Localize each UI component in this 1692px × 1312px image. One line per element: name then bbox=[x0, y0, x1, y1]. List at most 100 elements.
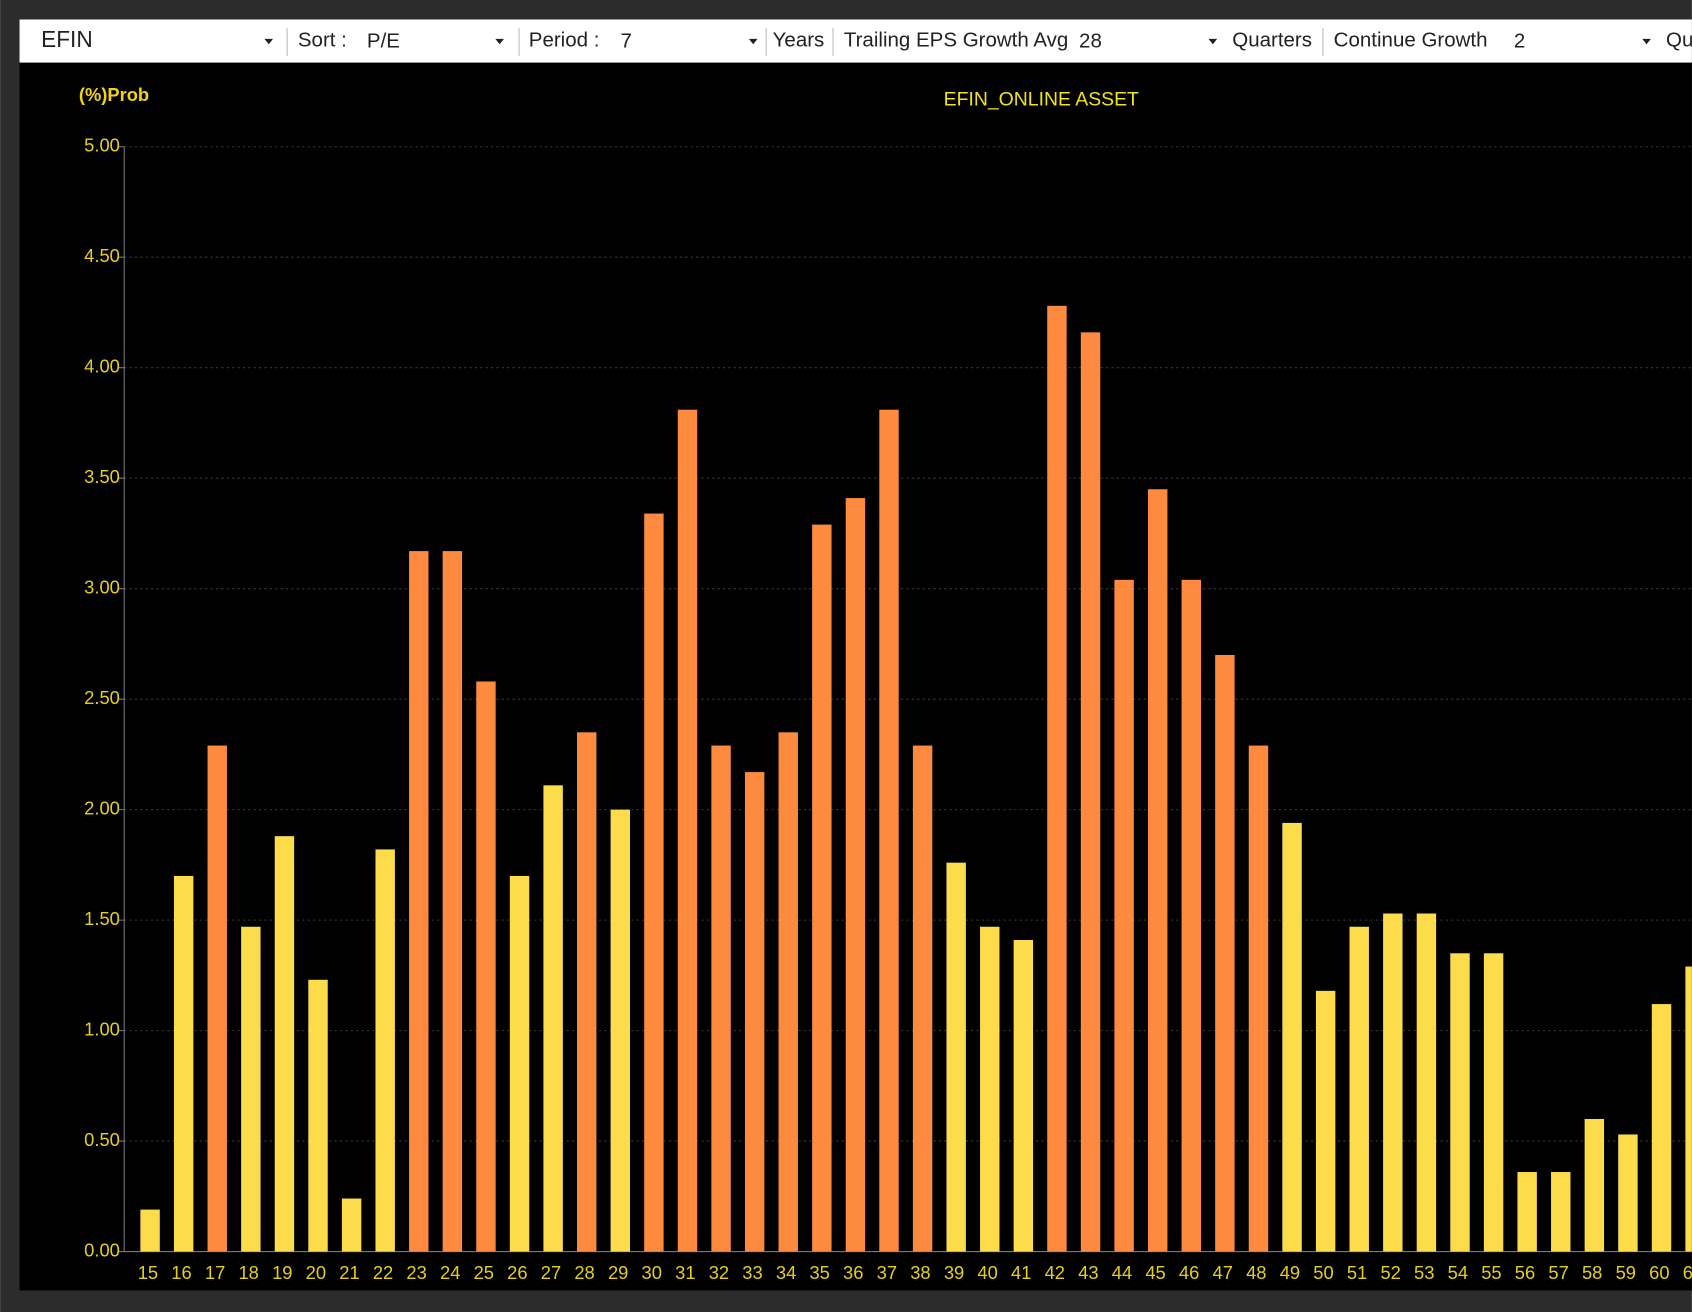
x-tick-label: 56 bbox=[1515, 1262, 1535, 1283]
bar bbox=[1483, 953, 1504, 1252]
y-tick-label: 1.00 bbox=[84, 1018, 120, 1039]
y-axis-label: (%)Prob bbox=[79, 84, 149, 105]
bar bbox=[476, 681, 496, 1252]
bar bbox=[509, 875, 530, 1252]
x-tick-label: 32 bbox=[709, 1262, 729, 1283]
bar bbox=[1013, 940, 1034, 1252]
bar bbox=[1315, 990, 1336, 1252]
x-tick-label: 55 bbox=[1481, 1262, 1501, 1283]
x-tick-label: 59 bbox=[1616, 1262, 1636, 1283]
x-tick-label: 60 bbox=[1649, 1262, 1669, 1283]
x-tick-label: 51 bbox=[1347, 1262, 1367, 1283]
x-tick-label: 29 bbox=[608, 1262, 628, 1283]
y-tick-label: 4.00 bbox=[84, 356, 120, 377]
bar bbox=[442, 551, 463, 1252]
bar bbox=[812, 524, 832, 1252]
bar bbox=[946, 862, 966, 1252]
bar bbox=[1047, 305, 1067, 1252]
sort-value[interactable]: P/E bbox=[367, 30, 400, 53]
x-tick-label: 52 bbox=[1380, 1262, 1400, 1283]
x-tick-label: 57 bbox=[1548, 1262, 1568, 1283]
symbol-input[interactable]: EFIN bbox=[41, 26, 93, 52]
bar bbox=[1181, 579, 1202, 1252]
bar bbox=[140, 1209, 160, 1252]
bar bbox=[1584, 1118, 1605, 1252]
x-tick-label: 40 bbox=[977, 1262, 997, 1283]
y-tick-label: 5.00 bbox=[84, 135, 120, 156]
x-tick-label: 42 bbox=[1045, 1262, 1065, 1283]
x-tick-label: 18 bbox=[238, 1262, 258, 1283]
bar bbox=[1215, 654, 1235, 1252]
bar bbox=[543, 785, 563, 1252]
x-tick-label: 23 bbox=[406, 1262, 426, 1283]
x-tick-label: 17 bbox=[205, 1262, 225, 1283]
bar bbox=[1349, 926, 1369, 1252]
bar bbox=[879, 409, 899, 1252]
growth-dropdown[interactable] bbox=[1642, 38, 1651, 45]
toolbar-dividers bbox=[286, 28, 1324, 57]
bar bbox=[1517, 1172, 1537, 1252]
toolbar bbox=[19, 19, 1692, 63]
x-tick-label: 28 bbox=[574, 1262, 594, 1283]
x-tick-label: 24 bbox=[440, 1262, 460, 1283]
symbol-dropdown[interactable] bbox=[264, 38, 274, 45]
bar bbox=[207, 745, 227, 1252]
bar bbox=[677, 409, 698, 1252]
x-tick-label: 39 bbox=[944, 1262, 964, 1283]
bar bbox=[1114, 579, 1134, 1252]
y-tick-label: 0.50 bbox=[84, 1129, 120, 1150]
period-unit: Years bbox=[773, 28, 825, 51]
bar bbox=[577, 732, 597, 1252]
growth-value[interactable]: 2 bbox=[1514, 30, 1525, 53]
bar bbox=[711, 745, 731, 1252]
x-tick-label: 54 bbox=[1448, 1262, 1468, 1283]
x-tick-label: 45 bbox=[1145, 1262, 1165, 1283]
x-tick-label: 21 bbox=[339, 1262, 359, 1283]
eps-label: Trailing EPS Growth Avg bbox=[844, 28, 1068, 51]
x-tick-label: 26 bbox=[507, 1262, 527, 1283]
y-tick-label: 4.50 bbox=[84, 245, 120, 266]
sort-label: Sort : bbox=[298, 28, 347, 51]
period-value[interactable]: 7 bbox=[621, 30, 632, 53]
bar bbox=[744, 772, 765, 1252]
x-tick-label: 27 bbox=[541, 1262, 561, 1283]
x-tick-label: 33 bbox=[742, 1262, 762, 1283]
bar bbox=[241, 926, 261, 1252]
period-label: Period : bbox=[529, 28, 600, 51]
x-tick-label: 34 bbox=[776, 1262, 796, 1283]
bar bbox=[1551, 1172, 1571, 1252]
eps-dropdown[interactable] bbox=[1208, 38, 1218, 45]
eps-value[interactable]: 28 bbox=[1079, 30, 1102, 53]
x-tick-label: 58 bbox=[1582, 1262, 1602, 1283]
bar bbox=[1147, 489, 1168, 1252]
y-tick-label: 3.00 bbox=[84, 577, 120, 598]
y-tick-label: 2.00 bbox=[84, 797, 120, 818]
x-tick-label: 44 bbox=[1112, 1262, 1132, 1283]
bar bbox=[274, 836, 295, 1252]
bar bbox=[610, 809, 631, 1252]
bar bbox=[1282, 822, 1302, 1252]
bar bbox=[1618, 1134, 1638, 1252]
period-dropdown[interactable] bbox=[748, 38, 758, 45]
x-tick-label: 46 bbox=[1179, 1262, 1199, 1283]
y-tick-label: 2.50 bbox=[84, 687, 120, 708]
bar bbox=[1450, 953, 1470, 1252]
growth-unit: Qu bbox=[1666, 28, 1692, 51]
bar bbox=[173, 875, 194, 1252]
x-tick-label: 16 bbox=[171, 1262, 191, 1283]
x-tick-label: 47 bbox=[1213, 1262, 1233, 1283]
x-tick-label: 22 bbox=[373, 1262, 393, 1283]
sort-dropdown[interactable] bbox=[495, 38, 504, 45]
x-tick-label: 38 bbox=[910, 1262, 930, 1283]
x-tick-label: 30 bbox=[642, 1262, 662, 1283]
x-tick-label: 19 bbox=[272, 1262, 292, 1283]
x-tick-label: 15 bbox=[138, 1262, 158, 1283]
x-tick-label: 49 bbox=[1280, 1262, 1300, 1283]
bar bbox=[375, 849, 395, 1252]
bar bbox=[409, 551, 429, 1252]
bar bbox=[778, 732, 798, 1252]
x-tick-label: 25 bbox=[474, 1262, 494, 1283]
bar bbox=[1651, 1004, 1672, 1252]
eps-unit: Quarters bbox=[1232, 28, 1312, 51]
bar bbox=[1248, 745, 1269, 1252]
